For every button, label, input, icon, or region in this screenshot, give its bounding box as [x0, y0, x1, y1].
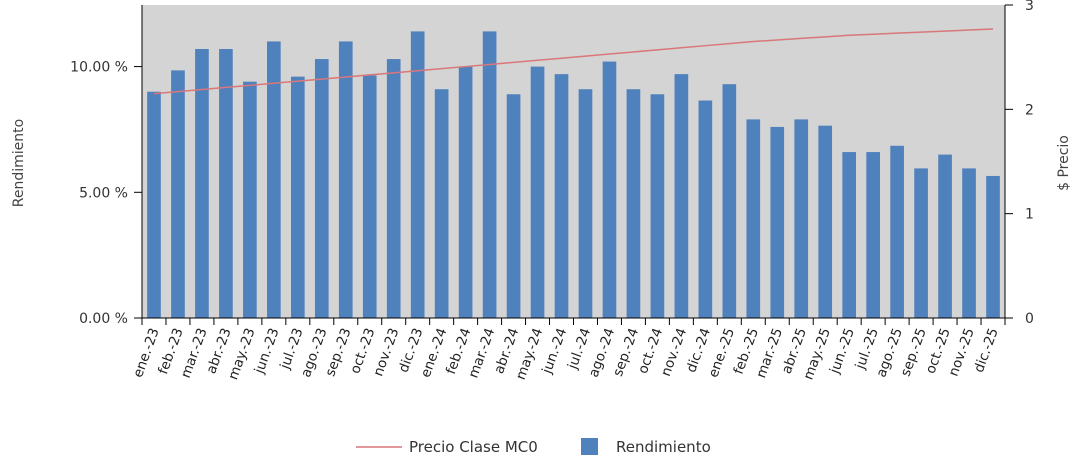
bar-abr.-24	[506, 94, 521, 318]
bar-dic.-23	[410, 31, 425, 319]
bar-ene.-24	[434, 89, 449, 318]
bar-ago.-25	[890, 145, 904, 318]
bar-nov.-24	[674, 74, 689, 318]
bar-nov.-25	[962, 168, 976, 318]
bar-jul.-24	[578, 89, 593, 318]
right-tick-label: 2	[1025, 102, 1034, 118]
bar-may.-24	[530, 66, 545, 318]
right-tick-label: 0	[1025, 311, 1034, 327]
bar-abr.-25	[794, 119, 809, 318]
bar-feb.-25	[746, 119, 761, 318]
bar-ene.-25	[722, 84, 737, 318]
bar-oct.-23	[362, 75, 377, 318]
legend-label-yield: Rendimiento	[616, 438, 711, 456]
bar-sep.-23	[338, 41, 353, 318]
left-axis-label: Rendimiento	[11, 119, 27, 207]
bar-dic.-24	[698, 100, 713, 318]
bar-nov.-23	[386, 59, 401, 319]
left-tick-label: 5.00 %	[79, 185, 128, 201]
bar-jul.-23	[290, 76, 305, 319]
right-axis-ticks: 0 1 2 3	[1005, 0, 1034, 327]
price-line-path	[153, 28, 994, 95]
bar-feb.-24	[458, 66, 473, 318]
bar-jul.-25	[866, 152, 880, 318]
bar-jun.-24	[554, 74, 569, 318]
bar-may.-23	[243, 81, 257, 319]
right-tick-label: 3	[1025, 0, 1034, 14]
bar-sep.-25	[914, 168, 928, 318]
bar-oct.-24	[650, 94, 665, 318]
bar-jun.-25	[842, 152, 857, 318]
bar-oct.-25	[938, 154, 952, 318]
right-tick-label: 1	[1025, 207, 1034, 223]
bar-may.-25	[818, 125, 833, 318]
bar-ago.-23	[314, 59, 329, 319]
legend-bar-swatch	[581, 438, 598, 455]
bar-ago.-24	[602, 61, 617, 318]
bar-ene.-23	[147, 91, 161, 318]
legend: Precio Clase MC0 Rendimiento	[356, 438, 711, 456]
bar-sep.-24	[626, 89, 641, 318]
x-axis-ticks: ene.-23feb.-23mar.-23abr.-23may.-23jun.-…	[130, 318, 1006, 382]
bar-jun.-23	[267, 41, 281, 318]
right-axis-label: $ Precio	[1056, 135, 1072, 191]
left-tick-label: 10.00 %	[70, 60, 128, 76]
left-tick-label: 0.00 %	[79, 311, 128, 327]
bar-mar.-24	[482, 31, 497, 319]
bar-dic.-25	[986, 175, 1000, 318]
legend-label-price: Precio Clase MC0	[409, 438, 538, 456]
bar-mar.-25	[770, 126, 785, 319]
bar-mar.-23	[195, 49, 209, 318]
bar-abr.-23	[219, 49, 233, 318]
bars	[147, 31, 1000, 319]
price-line	[153, 28, 994, 95]
bar-feb.-23	[171, 70, 185, 319]
left-axis-ticks: 0.00 % 5.00 % 10.00 %	[70, 60, 142, 327]
